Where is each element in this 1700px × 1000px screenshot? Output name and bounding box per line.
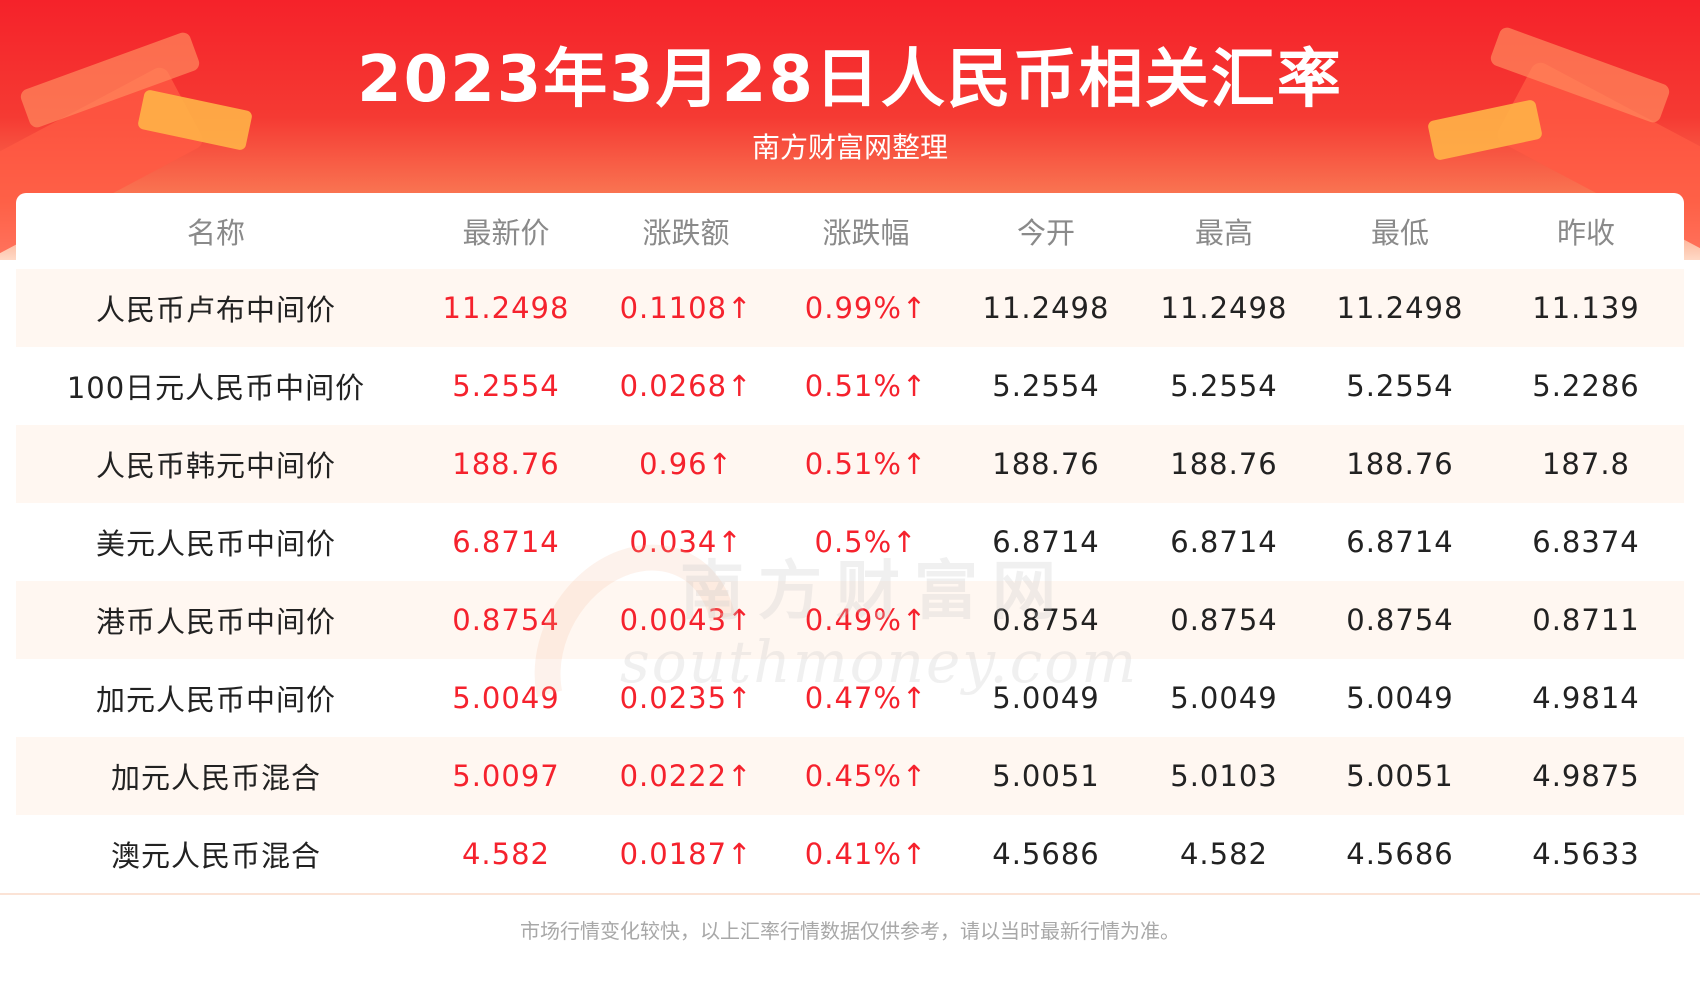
- cell-latest: 11.2498: [416, 269, 596, 347]
- column-header-change-pct: 涨跌幅: [822, 216, 910, 250]
- column-header-high: 最高: [1194, 216, 1253, 250]
- cell-open: 0.8754: [956, 581, 1136, 659]
- page-subtitle: 南方财富网整理: [751, 131, 948, 164]
- column-header-change: 涨跌额: [642, 216, 730, 250]
- cell-low: 5.2554: [1346, 369, 1454, 403]
- cell-low: 11.2498: [1312, 269, 1488, 347]
- cell-latest: 4.582: [461, 837, 551, 871]
- cell-change: 0.034↑: [629, 525, 743, 559]
- cell-open: 5.0051: [956, 737, 1136, 815]
- cell-name: 100日元人民币中间价: [66, 371, 366, 405]
- table-row: 加元人民币中间价 5.0049 0.0235↑ 0.47%↑ 5.0049 5.…: [16, 659, 1684, 737]
- cell-open: 4.5686: [992, 837, 1100, 871]
- column-header-latest: 最新价: [462, 216, 550, 250]
- table-row: 美元人民币中间价 6.8714 0.034↑ 0.5%↑ 6.8714 6.87…: [16, 503, 1684, 581]
- column-header-open: 今开: [1016, 216, 1075, 250]
- cell-high: 11.2498: [1136, 269, 1312, 347]
- cell-high: 0.8754: [1136, 581, 1312, 659]
- cell-prev-close: 4.9814: [1532, 681, 1640, 715]
- cell-latest: 0.8754: [416, 581, 596, 659]
- cell-open: 11.2498: [956, 269, 1136, 347]
- cell-change: 0.96↑: [596, 425, 776, 503]
- table-row: 港币人民币中间价 0.8754 0.0043↑ 0.49%↑ 0.8754 0.…: [16, 581, 1684, 659]
- footer-disclaimer: 市场行情变化较快，以上汇率行情数据仅供参考，请以当时最新行情为准。: [520, 919, 1180, 943]
- table-header-row: 名称 最新价 涨跌额 涨跌幅 今开 最高 最低 昨收: [16, 193, 1684, 269]
- cell-latest: 188.76: [416, 425, 596, 503]
- cell-change-pct: 0.51%↑: [776, 425, 956, 503]
- cell-change: 0.0268↑: [619, 369, 753, 403]
- column-header-prev-close: 昨收: [1556, 216, 1615, 250]
- cell-prev-close: 4.5633: [1532, 837, 1640, 871]
- cell-change: 0.0222↑: [596, 737, 776, 815]
- cell-high: 6.8714: [1170, 525, 1278, 559]
- cell-latest: 5.0049: [452, 681, 560, 715]
- cell-change-pct: 0.49%↑: [776, 581, 956, 659]
- cell-prev-close: 6.8374: [1532, 525, 1640, 559]
- table-row: 加元人民币混合 5.0097 0.0222↑ 0.45%↑ 5.0051 5.0…: [16, 737, 1684, 815]
- cell-change-pct: 0.41%↑: [804, 837, 928, 871]
- cell-low: 188.76: [1312, 425, 1488, 503]
- cell-latest: 6.8714: [452, 525, 560, 559]
- cell-low: 5.0049: [1346, 681, 1454, 715]
- cell-high: 4.582: [1179, 837, 1269, 871]
- table-row: 人民币卢布中间价 11.2498 0.1108↑ 0.99%↑ 11.2498 …: [16, 269, 1684, 347]
- cell-change: 0.0187↑: [619, 837, 753, 871]
- cell-low: 5.0051: [1312, 737, 1488, 815]
- table-row: 100日元人民币中间价 5.2554 0.0268↑ 0.51%↑ 5.2554…: [16, 347, 1684, 425]
- exchange-rate-table: 名称 最新价 涨跌额 涨跌幅 今开 最高 最低 昨收 人民币卢布中间价 11.2…: [16, 193, 1684, 893]
- cell-open: 5.0049: [992, 681, 1100, 715]
- cell-change: 0.1108↑: [596, 269, 776, 347]
- cell-low: 4.5686: [1346, 837, 1454, 871]
- cell-change-pct: 0.5%↑: [814, 525, 918, 559]
- cell-prev-close: 187.8: [1488, 425, 1684, 503]
- cell-name: 加元人民币混合: [16, 737, 416, 815]
- cell-high: 188.76: [1136, 425, 1312, 503]
- cell-prev-close: 4.9875: [1488, 737, 1684, 815]
- cell-latest: 5.2554: [452, 369, 560, 403]
- cell-low: 0.8754: [1312, 581, 1488, 659]
- cell-open: 5.2554: [992, 369, 1100, 403]
- column-header-low: 最低: [1370, 216, 1429, 250]
- cell-name: 人民币卢布中间价: [16, 269, 416, 347]
- table-row: 澳元人民币混合 4.582 0.0187↑ 0.41%↑ 4.5686 4.58…: [16, 815, 1684, 893]
- cell-change: 0.0043↑: [596, 581, 776, 659]
- table-row: 人民币韩元中间价 188.76 0.96↑ 0.51%↑ 188.76 188.…: [16, 425, 1684, 503]
- cell-name: 澳元人民币混合: [110, 839, 321, 873]
- cell-prev-close: 11.139: [1488, 269, 1684, 347]
- cell-open: 188.76: [956, 425, 1136, 503]
- footer-divider: [0, 893, 1700, 895]
- cell-name: 人民币韩元中间价: [16, 425, 416, 503]
- cell-low: 6.8714: [1346, 525, 1454, 559]
- cell-latest: 5.0097: [416, 737, 596, 815]
- cell-high: 5.2554: [1170, 369, 1278, 403]
- cell-change-pct: 0.51%↑: [804, 369, 928, 403]
- cell-change: 0.0235↑: [619, 681, 753, 715]
- cell-name: 港币人民币中间价: [16, 581, 416, 659]
- cell-name: 美元人民币中间价: [95, 527, 336, 561]
- cell-change-pct: 0.45%↑: [776, 737, 956, 815]
- cell-high: 5.0049: [1170, 681, 1278, 715]
- cell-high: 5.0103: [1136, 737, 1312, 815]
- page-title: 2023年3月28日人民币相关汇率: [357, 43, 1343, 117]
- cell-prev-close: 5.2286: [1532, 369, 1640, 403]
- cell-change-pct: 0.47%↑: [804, 681, 928, 715]
- cell-change-pct: 0.99%↑: [776, 269, 956, 347]
- cell-name: 加元人民币中间价: [95, 683, 336, 717]
- cell-prev-close: 0.8711: [1488, 581, 1684, 659]
- cell-open: 6.8714: [992, 525, 1100, 559]
- column-header-name: 名称: [186, 216, 245, 250]
